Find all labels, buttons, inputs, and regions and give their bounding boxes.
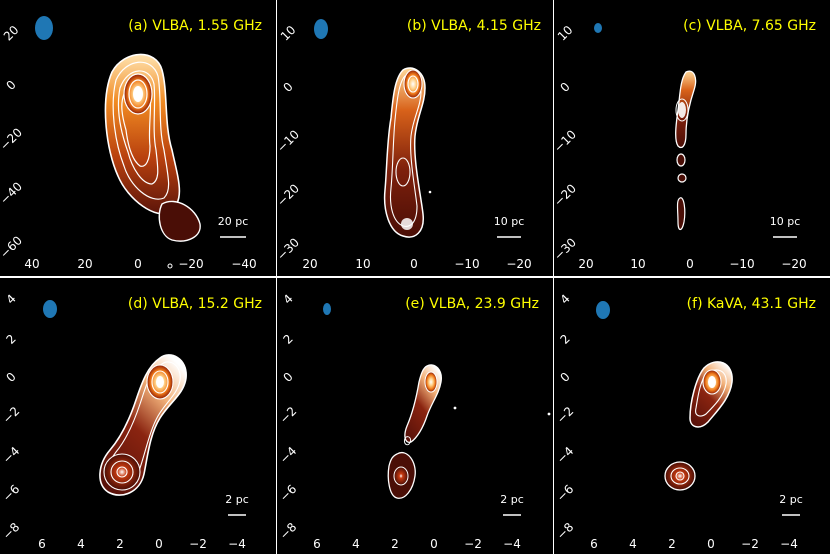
scalebar-label: 2 pc	[779, 493, 803, 506]
beam-ellipse	[314, 19, 328, 39]
panel-label: (e) VLBA, 23.9 GHz	[405, 296, 539, 312]
x-axis-ticks: 20 10 0 −10 −20	[302, 257, 531, 271]
emission	[99, 354, 187, 496]
panel-label: (b) VLBA, 4.15 GHz	[407, 18, 541, 34]
x-tick: 20	[302, 257, 317, 271]
panel-d: (d) VLBA, 15.2 GHz 2 pc 6 4 2 0 −2 −4 4 …	[0, 278, 276, 554]
x-tick: −20	[178, 257, 203, 271]
x-tick: 4	[77, 537, 85, 551]
x-tick: −4	[780, 537, 798, 551]
panel-label: (f) KaVA, 43.1 GHz	[687, 296, 816, 312]
x-tick: −4	[503, 537, 521, 551]
panel-label: (a) VLBA, 1.55 GHz	[128, 18, 262, 34]
x-tick: 0	[155, 537, 163, 551]
x-tick: −20	[781, 257, 806, 271]
x-tick: −2	[189, 537, 207, 551]
x-tick: 10	[355, 257, 370, 271]
x-tick: 2	[391, 537, 399, 551]
emission	[387, 364, 551, 499]
x-tick: 10	[630, 257, 645, 271]
x-tick: 2	[116, 537, 124, 551]
scalebar: 2 pc	[225, 493, 249, 516]
x-tick: 0	[430, 537, 438, 551]
beam-ellipse	[323, 303, 331, 315]
x-tick: 0	[707, 537, 715, 551]
beam-ellipse	[594, 23, 602, 33]
x-tick: 6	[590, 537, 598, 551]
scalebar-label: 10 pc	[494, 215, 525, 228]
beam-ellipse	[43, 300, 57, 318]
emission	[104, 53, 201, 269]
panel-a: (a) VLBA, 1.55 GHz 20 pc 40 20 0 −20 −40…	[0, 0, 276, 276]
x-tick: 4	[629, 537, 637, 551]
x-tick: −10	[454, 257, 479, 271]
x-tick: 20	[578, 257, 593, 271]
x-tick: −2	[464, 537, 482, 551]
x-axis-ticks: 6 4 2 0 −2 −4	[38, 537, 246, 551]
x-tick: 20	[77, 257, 92, 271]
scalebar: 2 pc	[500, 493, 524, 516]
beam-ellipse	[596, 301, 610, 319]
scalebar-label: 2 pc	[225, 493, 249, 506]
x-axis-ticks: 6 4 2 0 −2 −4	[313, 537, 521, 551]
x-axis-ticks: 20 10 0 −10 −20	[578, 257, 806, 271]
x-tick: −40	[231, 257, 256, 271]
beam-ellipse	[35, 16, 53, 40]
scalebar: 20 pc	[218, 215, 249, 238]
scalebar: 10 pc	[770, 215, 801, 238]
x-tick: 0	[410, 257, 418, 271]
x-tick: −20	[506, 257, 531, 271]
panel-label: (c) VLBA, 7.65 GHz	[683, 18, 816, 34]
panel-label: (d) VLBA, 15.2 GHz	[128, 296, 262, 312]
panel-c: (c) VLBA, 7.65 GHz 10 pc 20 10 0 −10 −20…	[551, 0, 830, 276]
emission	[664, 361, 733, 491]
panel-b: (b) VLBA, 4.15 GHz 10 pc 20 10 0 −10 −20…	[274, 0, 553, 276]
x-tick: 4	[352, 537, 360, 551]
x-tick: −2	[741, 537, 759, 551]
emission	[675, 70, 697, 231]
x-tick: 2	[668, 537, 676, 551]
x-tick: 0	[686, 257, 694, 271]
x-tick: 6	[38, 537, 46, 551]
x-axis-ticks: 40 20 0 −20 −40	[24, 257, 256, 271]
scalebar: 2 pc	[779, 493, 803, 516]
scalebar-label: 2 pc	[500, 493, 524, 506]
panel-e: (e) VLBA, 23.9 GHz 2 pc 6 4 2 0 −2 −4 4 …	[277, 278, 553, 554]
panel-f: (f) KaVA, 43.1 GHz 2 pc 6 4 2 0 −2 −4 4 …	[554, 278, 830, 554]
scalebar-label: 10 pc	[770, 215, 801, 228]
x-tick: −4	[228, 537, 246, 551]
x-tick: −10	[729, 257, 754, 271]
x-tick: 40	[24, 257, 39, 271]
x-axis-ticks: 6 4 2 0 −2 −4	[590, 537, 798, 551]
scalebar: 10 pc	[494, 215, 525, 238]
scalebar-label: 20 pc	[218, 215, 249, 228]
x-tick: 0	[134, 257, 142, 271]
emission	[383, 67, 432, 238]
panel-background	[554, 0, 830, 276]
x-tick: 6	[313, 537, 321, 551]
